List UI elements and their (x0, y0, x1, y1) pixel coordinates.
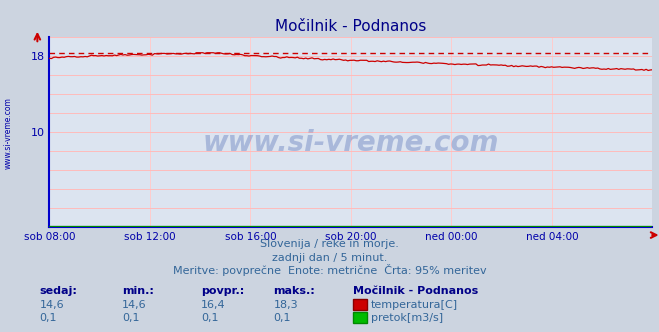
Text: 0,1: 0,1 (40, 313, 57, 323)
Title: Močilnik - Podnanos: Močilnik - Podnanos (275, 19, 426, 34)
Text: 14,6: 14,6 (40, 300, 64, 310)
Text: 14,6: 14,6 (122, 300, 146, 310)
Text: 18,3: 18,3 (273, 300, 298, 310)
Text: min.:: min.: (122, 286, 154, 296)
Text: 0,1: 0,1 (201, 313, 219, 323)
Text: 16,4: 16,4 (201, 300, 225, 310)
Text: 0,1: 0,1 (122, 313, 140, 323)
Text: zadnji dan / 5 minut.: zadnji dan / 5 minut. (272, 253, 387, 263)
Text: maks.:: maks.: (273, 286, 315, 296)
Text: 0,1: 0,1 (273, 313, 291, 323)
Text: www.si-vreme.com: www.si-vreme.com (203, 129, 499, 157)
Text: Meritve: povprečne  Enote: metrične  Črta: 95% meritev: Meritve: povprečne Enote: metrične Črta:… (173, 264, 486, 276)
Text: sedaj:: sedaj: (40, 286, 77, 296)
Text: Močilnik - Podnanos: Močilnik - Podnanos (353, 286, 478, 296)
Text: pretok[m3/s]: pretok[m3/s] (371, 313, 443, 323)
Text: www.si-vreme.com: www.si-vreme.com (3, 97, 13, 169)
Text: povpr.:: povpr.: (201, 286, 244, 296)
Text: Slovenija / reke in morje.: Slovenija / reke in morje. (260, 239, 399, 249)
Text: temperatura[C]: temperatura[C] (371, 300, 458, 310)
